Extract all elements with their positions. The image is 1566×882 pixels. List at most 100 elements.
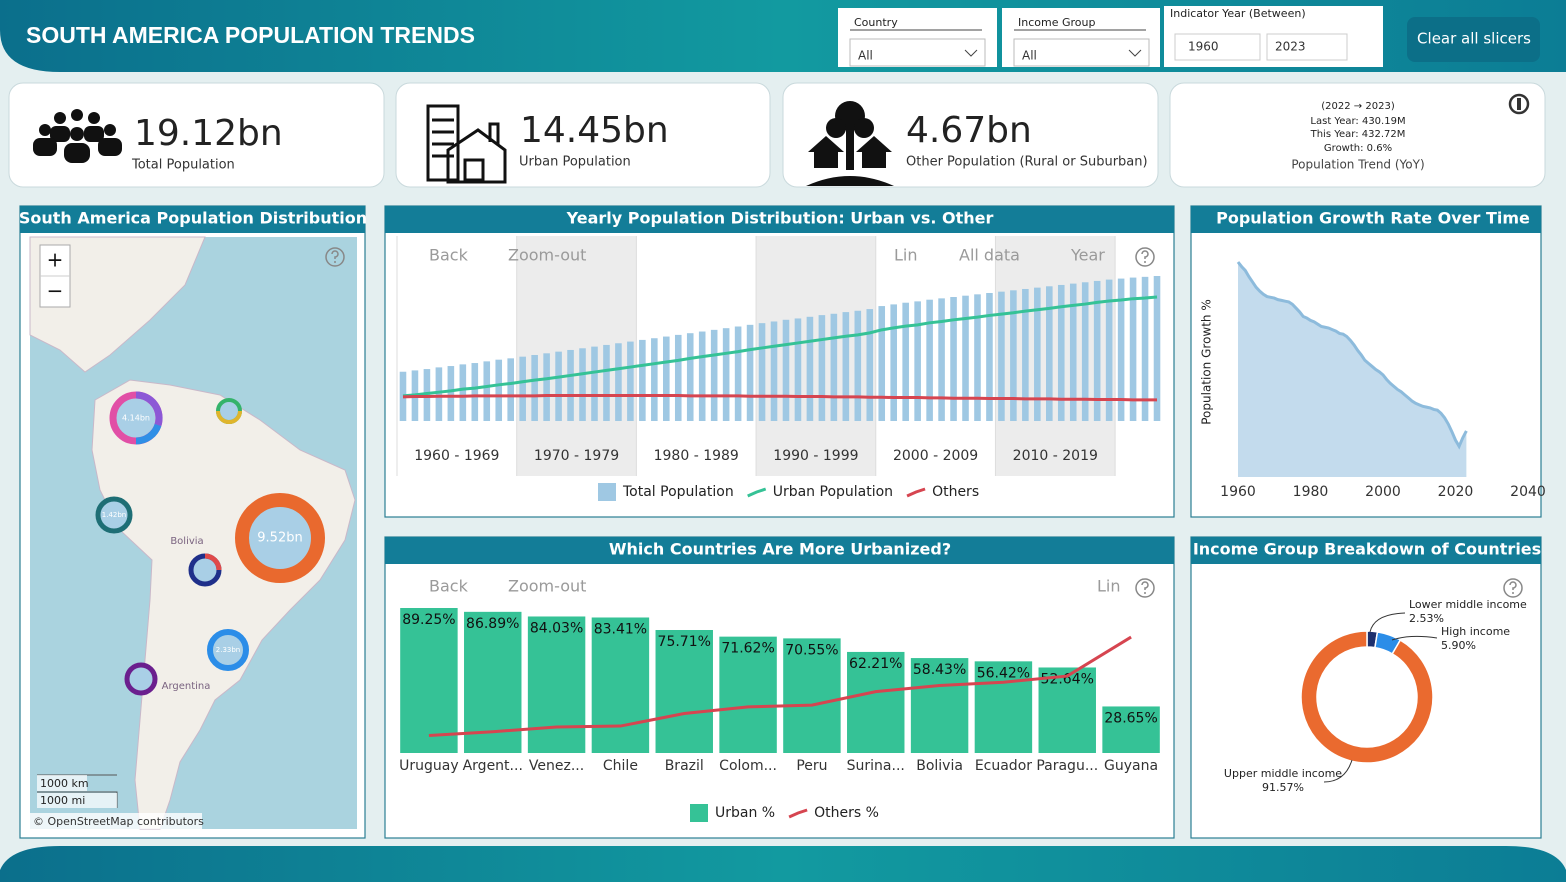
clear-button[interactable]: Clear all slicers [1407, 17, 1540, 62]
line[interactable] [402, 295, 1158, 398]
country-slicer[interactable]: Country All [838, 8, 997, 67]
legend-label[interactable]: Urban % [715, 805, 775, 821]
bar[interactable] [1081, 282, 1089, 421]
bar[interactable] [910, 658, 969, 753]
help-icon[interactable] [1503, 578, 1523, 598]
bar[interactable] [1057, 284, 1065, 421]
bar[interactable] [567, 349, 574, 421]
bar[interactable] [1093, 280, 1101, 421]
bar[interactable] [746, 324, 754, 421]
line[interactable] [402, 394, 1158, 402]
bar[interactable] [842, 312, 850, 421]
bar[interactable] [639, 339, 646, 421]
bar[interactable] [806, 316, 814, 421]
bar[interactable] [1022, 288, 1029, 421]
bar[interactable] [878, 306, 886, 421]
bar[interactable] [483, 361, 491, 421]
help-icon[interactable] [1135, 578, 1155, 598]
bar[interactable] [495, 359, 503, 421]
year-input[interactable] [1174, 33, 1261, 61]
toolbar-item[interactable]: Lin [894, 246, 918, 265]
bar[interactable] [655, 629, 713, 753]
bar[interactable] [555, 351, 562, 421]
bar[interactable] [986, 292, 993, 421]
zoom-out[interactable]: − [47, 279, 64, 303]
bar[interactable] [950, 297, 957, 421]
toolbar-item[interactable]: Year [1070, 246, 1105, 265]
bar[interactable] [579, 348, 586, 421]
help-icon[interactable] [325, 247, 345, 267]
bar[interactable] [651, 338, 658, 421]
info-icon[interactable] [1508, 93, 1530, 115]
bar[interactable] [974, 661, 1033, 753]
bubbles[interactable]: 4.14bn 1.42bn 9.52bn 2.33bn [95, 391, 325, 696]
income-slicer[interactable]: Income Group All [1002, 8, 1160, 67]
bar[interactable] [591, 617, 650, 753]
bar[interactable] [698, 331, 706, 421]
bar[interactable] [794, 318, 802, 421]
bar[interactable] [447, 366, 455, 421]
bar[interactable] [938, 298, 945, 421]
bar[interactable] [854, 310, 862, 421]
zoom-control[interactable]: + − [39, 244, 71, 308]
attribution[interactable]: © OpenStreetMap contributors [33, 815, 204, 828]
help-icon[interactable] [1135, 247, 1155, 267]
bar[interactable] [770, 321, 778, 421]
bar[interactable] [531, 354, 538, 421]
bar[interactable] [507, 358, 514, 421]
bar[interactable] [615, 343, 622, 421]
line[interactable] [428, 635, 1132, 738]
bar[interactable] [782, 319, 790, 421]
bar[interactable] [527, 616, 586, 753]
bar[interactable] [890, 304, 897, 421]
bar[interactable] [471, 363, 479, 421]
bar[interactable] [603, 344, 610, 421]
toolbar-item[interactable]: All data [959, 246, 1020, 265]
bar[interactable] [962, 295, 969, 421]
bar[interactable] [686, 333, 694, 421]
toolbar-item[interactable]: Lin [1097, 577, 1121, 596]
bar[interactable] [627, 341, 634, 421]
bar[interactable] [818, 315, 826, 421]
bar[interactable] [998, 291, 1005, 421]
bar[interactable] [435, 367, 443, 421]
bar[interactable] [1010, 290, 1017, 421]
bar[interactable] [974, 294, 981, 421]
map[interactable]: + − Bolivia Argentina 4.14bn 1.42bn 9.52… [29, 236, 357, 830]
toolbar-item[interactable]: Zoom-out [508, 577, 586, 596]
bar[interactable] [758, 323, 766, 421]
bar[interactable] [734, 326, 742, 421]
bar[interactable] [1102, 706, 1160, 753]
donut-slice[interactable] [1300, 630, 1434, 764]
bar[interactable] [663, 336, 670, 421]
toolbar-item[interactable]: Back [429, 246, 469, 265]
year-input[interactable] [1266, 33, 1348, 61]
bar[interactable] [1153, 276, 1161, 421]
bar[interactable] [1105, 279, 1113, 421]
legend-label[interactable]: Others [932, 484, 979, 500]
bar[interactable] [543, 353, 550, 421]
bar[interactable] [719, 636, 777, 753]
dropdown[interactable] [1013, 38, 1150, 67]
bar[interactable] [1129, 277, 1137, 421]
bar[interactable] [830, 313, 838, 421]
line[interactable] [1236, 261, 1468, 450]
bar[interactable] [1038, 667, 1096, 753]
legend-label[interactable]: Urban Population [773, 484, 893, 500]
bar[interactable] [591, 346, 598, 421]
bar[interactable] [710, 329, 718, 421]
bar[interactable] [902, 302, 909, 421]
dropdown[interactable] [849, 38, 986, 67]
bar[interactable] [1034, 287, 1041, 421]
bar[interactable] [722, 328, 730, 421]
bar[interactable] [1141, 276, 1149, 421]
toolbar-item[interactable]: Zoom-out [508, 246, 586, 265]
bar[interactable] [1117, 278, 1125, 421]
year-slicer[interactable]: Indicator Year (Between) 1960 2023 [1164, 6, 1383, 67]
legend-label[interactable]: Others % [814, 805, 879, 821]
bar[interactable] [1069, 283, 1077, 421]
bar[interactable] [847, 651, 905, 753]
zoom-in[interactable]: + [47, 248, 64, 272]
bar[interactable] [866, 309, 874, 421]
legend-label[interactable]: Total Population [622, 484, 734, 500]
